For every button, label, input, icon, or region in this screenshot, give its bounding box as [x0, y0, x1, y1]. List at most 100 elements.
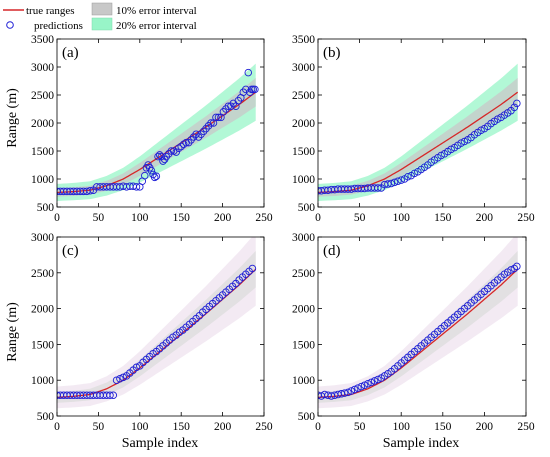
y-tick-label: 2000	[31, 118, 54, 130]
panel-d: 0 50 100 150 200 250 500 1000 1500 2000 2500 3000 (d…	[292, 232, 535, 433]
x-tick-label: 50	[354, 421, 366, 433]
y-tick-label: 1500	[292, 146, 315, 158]
prediction-point	[132, 183, 141, 191]
x-tick-label: 250	[255, 421, 273, 433]
prediction-point	[374, 375, 382, 384]
prediction-point	[172, 148, 180, 156]
prediction-point	[212, 113, 220, 122]
y-tick-label: 2500	[31, 268, 54, 280]
prediction-point	[152, 172, 161, 180]
prediction-point	[367, 378, 375, 387]
plot-area	[318, 63, 521, 201]
y-tick-label: 2000	[292, 118, 315, 130]
prediction-point	[350, 385, 359, 394]
y-tick-label: 2500	[31, 90, 54, 102]
x-tick-label: 200	[476, 212, 494, 224]
plot-frame	[56, 236, 265, 417]
y-tick-label: 1500	[292, 339, 315, 351]
x-tick-label: 150	[173, 421, 191, 433]
panel-label: (c)	[62, 243, 79, 259]
x-tick-label: 250	[517, 212, 535, 224]
x-tick-label: 150	[173, 212, 191, 224]
x-tick-label: 100	[393, 212, 411, 224]
prediction-point	[357, 382, 366, 391]
x-tick-label: 0	[54, 421, 60, 433]
legend-swatch-20pct	[91, 17, 113, 31]
x-tick-label: 250	[517, 421, 535, 433]
y-tick-label: 1000	[292, 375, 315, 387]
prediction-point	[179, 140, 188, 149]
y-tick-label: 3000	[292, 62, 315, 74]
y-tick-label: 3500	[31, 34, 54, 46]
prediction-point	[214, 113, 223, 122]
plot-frame	[317, 236, 527, 417]
panel-a: 0 50 100 150 200 250 500 1000 1500 2000 2500 3000 35…	[31, 34, 273, 224]
prediction-point	[374, 184, 382, 192]
y-tick-label: 2000	[31, 304, 54, 316]
y-tick-label: 1000	[292, 174, 315, 186]
x-axis-label-right: Sample index	[383, 436, 460, 451]
prediction-point	[167, 147, 176, 155]
y-tick-label: 3000	[292, 232, 315, 244]
x-tick-label: 50	[93, 421, 105, 433]
x-tick-label: 50	[93, 212, 105, 224]
prediction-point	[364, 380, 372, 388]
panel-b: 0 50 100 150 200 250 500 1000 1500 2000 2500 3000 35…	[292, 34, 535, 224]
prediction-point	[248, 264, 257, 273]
legend-label-predictions: predictions	[34, 20, 83, 32]
x-tick-label: 200	[214, 212, 232, 224]
prediction-point	[513, 262, 521, 271]
y-tick-label: 2500	[292, 268, 315, 280]
prediction-point	[86, 187, 94, 195]
x-tick-label: 0	[315, 212, 321, 224]
prediction-point	[112, 376, 121, 384]
plot-area	[57, 237, 257, 409]
prediction-point	[147, 166, 156, 175]
prediction-point	[244, 68, 253, 77]
prediction-point	[141, 171, 149, 180]
prediction-point	[119, 373, 127, 382]
error-band-20	[318, 63, 518, 201]
panel-label: (b)	[323, 45, 341, 61]
prediction-point	[384, 180, 392, 188]
panel-label: (d)	[323, 243, 341, 259]
y-tick-label: 3000	[31, 62, 54, 74]
prediction-point	[344, 388, 352, 397]
prediction-point	[174, 144, 183, 152]
y-tick-label: 500	[298, 411, 316, 423]
y-tick-label: 3500	[292, 34, 315, 46]
legend-swatch-10pct	[91, 2, 113, 16]
y-axis-label-top: Range (m)	[5, 88, 20, 148]
x-tick-label: 0	[315, 421, 321, 433]
prediction-point	[150, 173, 159, 182]
y-tick-label: 500	[37, 202, 55, 214]
prediction-point	[360, 381, 369, 389]
y-tick-label: 2500	[292, 90, 315, 102]
x-tick-label: 150	[434, 421, 452, 433]
y-axis-label-bottom: Range (m)	[5, 302, 20, 362]
x-tick-label: 50	[354, 212, 366, 224]
y-tick-label: 1500	[31, 146, 54, 158]
x-tick-label: 100	[131, 421, 149, 433]
prediction-point	[387, 179, 395, 188]
plot-area	[318, 237, 521, 409]
panel-c: 0 50 100 150 200 250 500 1000 1500 2000 2500 3000 (c…	[31, 232, 273, 433]
x-tick-label: 250	[255, 212, 273, 224]
y-tick-label: 2000	[292, 304, 315, 316]
prediction-point	[154, 152, 162, 161]
plot-area	[57, 63, 259, 201]
x-tick-label: 200	[476, 421, 494, 433]
prediction-point	[347, 387, 356, 395]
legend-label-20pct: 20% error interval	[116, 20, 197, 32]
prediction-point	[106, 391, 114, 399]
prediction-point	[251, 85, 259, 94]
x-tick-label: 150	[434, 212, 452, 224]
y-tick-label: 500	[37, 411, 55, 423]
y-tick-label: 1500	[31, 339, 54, 351]
x-tick-label: 200	[214, 421, 232, 433]
prediction-point	[513, 99, 521, 108]
prediction-point	[109, 391, 118, 399]
prediction-point	[132, 363, 141, 372]
y-tick-label: 1000	[31, 375, 54, 387]
prediction-point	[394, 177, 402, 185]
